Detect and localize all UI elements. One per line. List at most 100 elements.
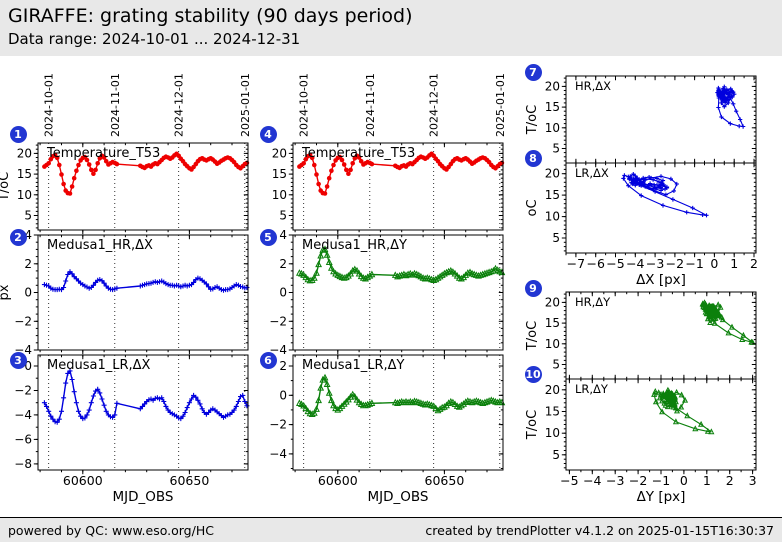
- x-tick-label: 60600: [318, 473, 358, 488]
- x-axis-label: MJD_OBS: [368, 489, 429, 505]
- plot-title-label: Medusa1_LR,ΔX: [47, 358, 151, 373]
- plot-badge-4: 4: [259, 125, 277, 143]
- plot-title-label: Temperature_T53: [301, 146, 415, 161]
- series-markers-scatter-lr-dy: [651, 386, 715, 435]
- y-tick-label: −4: [269, 447, 287, 461]
- y-tick-label: 2: [24, 257, 32, 271]
- x-tick-label: 0: [680, 473, 688, 488]
- panel-medusa1-lr-dy: 2 0 −2 −4 60600 60650 Medusa1_LR,ΔY MJD_OBS: [269, 354, 506, 505]
- x-tick-label: 3: [749, 473, 757, 488]
- y-tick-label: 5: [24, 209, 32, 223]
- plot-frame: [37, 354, 249, 471]
- y-tick-label: 10: [545, 337, 560, 351]
- y-tick-label: 5: [552, 231, 560, 245]
- plot-badge-1: 1: [9, 125, 27, 143]
- y-axis-label: T/oC: [0, 172, 12, 202]
- y-tick-label: 10: [545, 121, 560, 135]
- page-title: GIRAFFE: grating stability (90 days peri…: [8, 5, 413, 27]
- panel-scatter-lr-dx: 5 10 15 20 −7 −6 −5 −4 −3 −2 −1 0 1 2 LR,ΔX oC ΔX [px]: [525, 162, 758, 288]
- series-line-medusa1-lr-dy: [299, 376, 503, 416]
- x-tick-label: −5: [606, 256, 624, 271]
- axis-ticks: [561, 292, 756, 379]
- y-tick-label: −2: [269, 314, 287, 328]
- x-tick-label: 60650: [170, 473, 210, 488]
- y-tick-label: 10: [17, 188, 32, 202]
- plot-title-label: Temperature_T53: [46, 146, 160, 161]
- plot-title-label: HR,ΔY: [575, 295, 611, 309]
- y-tick-label: 5: [279, 209, 287, 223]
- y-tick-label: 15: [545, 188, 560, 202]
- footer-created-by: created by trendPlotter v4.1.2 on 2025-0…: [425, 522, 774, 538]
- x-axis-label: ΔX [px]: [636, 272, 686, 288]
- x-tick-label: −7: [567, 256, 585, 271]
- y-tick-label: −2: [269, 418, 287, 432]
- plot-frame: [292, 354, 504, 471]
- y-tick-label: 10: [545, 210, 560, 224]
- x-tick-label: −1: [652, 473, 670, 488]
- plot-badge-8: 8: [524, 149, 542, 167]
- y-axis-label: T/oC: [525, 410, 540, 440]
- x-tick-label: −3: [646, 256, 664, 271]
- y-tick-label: 0: [24, 286, 32, 300]
- series-markers-medusa1-hr-dy: [295, 245, 506, 284]
- x-axis-label: MJD_OBS: [113, 489, 174, 505]
- plot-badge-3: 3: [9, 351, 27, 369]
- date-axis-label: 2024-12-01: [173, 73, 186, 137]
- y-tick-label: −4: [14, 408, 32, 422]
- x-tick-label: −3: [606, 473, 624, 488]
- date-axis-label: 2024-11-01: [109, 73, 122, 137]
- y-axis-label: T/oC: [525, 105, 540, 135]
- panel-medusa1-lr-dx: 0 −2 −4 −6 −8 60600 60650 Medusa1_LR,ΔX MJD_OBS: [14, 354, 250, 505]
- axis-ticks: [288, 355, 503, 475]
- y-tick-label: −6: [14, 432, 32, 446]
- series-markers-temperature-t53-left: [42, 151, 250, 196]
- series-line-medusa1-lr-dx: [43, 369, 248, 424]
- axis-ticks: [288, 234, 503, 355]
- y-tick-label: 4: [279, 228, 287, 242]
- plot-badge-10: 10: [524, 365, 542, 383]
- plot-title-label: HR,ΔX: [575, 79, 611, 93]
- series-markers-scatter-hr-dx: [715, 84, 746, 129]
- plot-badge-2: 2: [9, 228, 27, 246]
- plot-title-label: Medusa1_LR,ΔY: [302, 358, 405, 373]
- y-tick-label: 5: [552, 358, 560, 372]
- x-tick-label: −4: [626, 256, 644, 271]
- y-tick-label: 20: [545, 167, 560, 181]
- axis-ticks: [33, 143, 248, 235]
- footer: powered by QC: www.eso.org/HC created by…: [0, 517, 782, 542]
- y-tick-label: −2: [14, 314, 32, 328]
- y-tick-label: 15: [17, 167, 32, 181]
- x-tick-label: 60650: [425, 473, 465, 488]
- plot-badge-9: 9: [524, 279, 542, 297]
- y-tick-label: 4: [24, 228, 32, 242]
- x-tick-label: −4: [583, 473, 601, 488]
- y-tick-label: 5: [552, 142, 560, 156]
- y-tick-label: 2: [279, 359, 287, 373]
- y-axis-label: oC: [525, 199, 540, 216]
- y-axis-label: px: [0, 284, 12, 300]
- plot-title-label: Medusa1_HR,ΔX: [47, 238, 153, 253]
- panel-temperature-t53-left: 5 10 15 20 Temperature_T53 T/oC 2024-10-01 2024…: [0, 73, 252, 235]
- axis-ticks: [561, 379, 756, 475]
- y-tick-label: 15: [545, 405, 560, 419]
- date-axis-label: 2024-11-01: [364, 73, 377, 137]
- y-tick-label: 20: [545, 79, 560, 93]
- y-tick-label: −2: [14, 384, 32, 398]
- axis-ticks: [561, 76, 756, 163]
- x-tick-label: −1: [685, 256, 703, 271]
- y-tick-label: 20: [17, 146, 32, 160]
- y-tick-label: 2: [279, 257, 287, 271]
- x-tick-label: −6: [586, 256, 604, 271]
- plot-badge-7: 7: [524, 63, 542, 81]
- y-tick-label: 15: [545, 100, 560, 114]
- header: GIRAFFE: grating stability (90 days peri…: [0, 0, 782, 56]
- plot-title-label: Medusa1_HR,ΔY: [302, 238, 407, 253]
- y-tick-label: 0: [279, 286, 287, 300]
- panel-scatter-lr-dy: 5 10 15 20 −5 −4 −3 −2 −1 0 1 2 3 LR,ΔY T/oC ΔY [px]: [525, 378, 757, 505]
- footer-powered-by: powered by QC: www.eso.org/HC: [8, 522, 214, 538]
- date-axis-label: 2025-01-01: [494, 73, 507, 137]
- x-tick-label: 1: [703, 473, 711, 488]
- y-tick-label: 20: [545, 383, 560, 397]
